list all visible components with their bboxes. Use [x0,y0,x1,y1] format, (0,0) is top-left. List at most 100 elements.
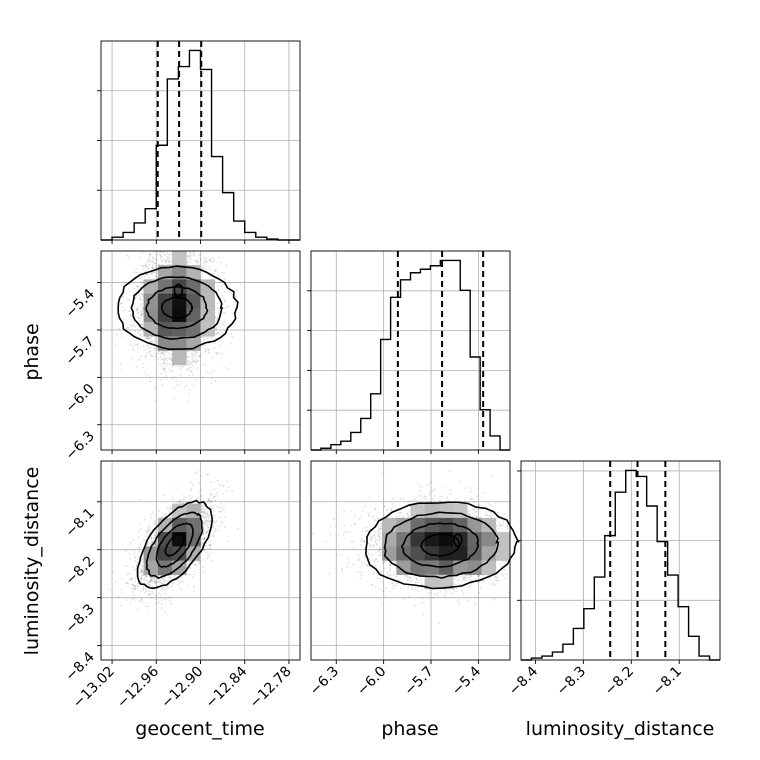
scatter-time-phase-sample-point [190,353,193,356]
scatter-time-phase-ytick-label: −6.0 [62,381,97,416]
scatter-time-phase-sample-point [162,353,165,355]
scatter-time-phase-sample-point [194,354,197,357]
scatter-time-phase-sample-point [131,348,134,351]
scatter-time-phase-sample-point [144,337,147,339]
scatter-time-distance-sample-point [221,484,223,486]
scatter-time-phase-sample-point [227,305,230,307]
scatter-time-phase-sample-point [163,254,166,256]
scatter-time-phase-sample-point [170,261,173,264]
scatter-time-phase-sample-point [165,351,168,353]
scatter-time-distance-sample-point [165,587,168,589]
scatter-time-phase-sample-point [173,376,176,378]
scatter-time-phase-sample-point [193,260,195,263]
scatter-time-distance-sample-point [210,559,213,562]
scatter-time-phase-density-cell [200,279,215,294]
scatter-time-distance-sample-point [178,582,181,585]
scatter-time-phase-sample-point [189,366,192,368]
scatter-time-phase-sample-point [212,259,215,262]
scatter-time-phase-sample-point [164,356,166,359]
scatter-time-phase-sample-point [193,252,196,254]
scatter-time-phase-sample-point [137,317,140,320]
scatter-time-phase-sample-point [204,269,207,271]
scatter-time-distance-sample-point [203,516,206,519]
scatter-time-distance-sample-point [212,507,215,510]
scatter-time-distance-sample-point [151,537,154,539]
scatter-time-phase-sample-point [133,325,136,327]
scatter-time-distance-sample-point [151,597,153,599]
scatter-time-phase-sample-point [224,290,226,293]
scatter-time-distance-sample-point [160,596,162,598]
scatter-time-phase-sample-point [221,322,224,325]
scatter-time-phase-sample-point [142,344,145,347]
scatter-time-distance-sample-point [161,588,164,590]
scatter-time-distance-sample-point [191,484,194,487]
scatter-time-distance-sample-point [210,481,212,484]
scatter-time-phase-sample-point [154,265,157,267]
scatter-time-distance-sample-point [220,506,223,509]
scatter-time-phase-sample-point [166,252,169,255]
hist-geocent-time-quantiles [156,41,203,240]
scatter-time-phase-sample-point [126,326,129,329]
scatter-time-distance-sample-point [137,609,140,611]
scatter-time-phase-sample-point [204,351,207,354]
scatter-time-phase-sample-point [153,271,156,274]
scatter-time-phase-sample-point [212,273,214,276]
scatter-time-distance-sample-point [139,543,142,545]
scatter-time-phase-sample-point [151,260,154,263]
scatter-time-phase-sample-point [230,333,233,335]
scatter-time-phase-sample-point [167,256,170,259]
scatter-time-phase-sample-point [136,285,139,288]
scatter-time-phase-sample-point [147,337,149,340]
scatter-time-distance-sample-point [142,589,145,592]
scatter-time-phase-sample-point [148,256,151,258]
scatter-time-distance-sample-point [157,510,160,512]
scatter-time-phase-sample-point [189,261,192,263]
scatter-time-distance-sample-point [120,578,123,580]
scatter-time-phase-sample-point [160,255,163,257]
scatter-time-distance-sample-point [200,475,203,477]
scatter-time-phase-sample-point [187,258,190,261]
scatter-time-distance-sample-point [197,568,200,571]
scatter-time-phase-sample-point [187,351,190,353]
scatter-time-distance-sample-point [224,526,226,529]
scatter-time-distance-sample-point [207,528,210,531]
scatter-time-phase-sample-point [205,338,208,341]
scatter-time-distance-sample-point [165,597,168,599]
scatter-time-distance-sample-point [215,520,218,522]
scatter-time-phase-sample-point [128,323,131,326]
scatter-time-distance-sample-point [221,511,224,513]
scatter-time-phase-sample-point [217,285,219,288]
hist-geocent-time-steps [101,49,300,241]
scatter-time-distance-sample-point [204,549,206,552]
scatter-time-phase-sample-point [196,359,198,361]
scatter-time-phase-sample-point [165,365,168,367]
scatter-time-phase-sample-point [145,375,148,377]
scatter-time-distance-sample-point [223,508,226,510]
scatter-time-distance-sample-point [198,560,201,563]
scatter-time-phase-sample-point [167,260,170,263]
scatter-time-phase-sample-point [161,357,164,360]
scatter-time-phase-sample-point [196,262,199,265]
scatter-time-distance-sample-point [197,471,199,473]
scatter-time-distance-sample-point [207,517,210,520]
scatter-time-phase-sample-point [191,358,194,361]
scatter-time-phase-sample-point [171,370,174,372]
scatter-time-phase-sample-point [207,337,209,339]
scatter-time-phase-sample-point [225,264,228,266]
scatter-time-phase-sample-point [154,400,157,402]
scatter-time-distance-sample-point [206,524,209,527]
scatter-time-phase-sample-point [217,312,220,314]
scatter-time-distance-sample-point [180,576,183,579]
scatter-time-phase-sample-point [140,313,143,315]
scatter-time-phase-sample-point [224,312,227,315]
scatter-time-distance-sample-point [177,584,180,587]
scatter-time-phase-sample-point [126,299,129,301]
scatter-time-distance-sample-point [140,590,143,592]
scatter-time-distance-sample-point [202,571,205,574]
scatter-time-distance-sample-point [202,515,204,518]
scatter-time-phase-sample-point [153,339,156,342]
scatter-time-phase-sample-point [190,361,193,363]
scatter-time-phase-sample-point [188,367,191,370]
scatter-time-phase-sample-point [169,363,171,366]
